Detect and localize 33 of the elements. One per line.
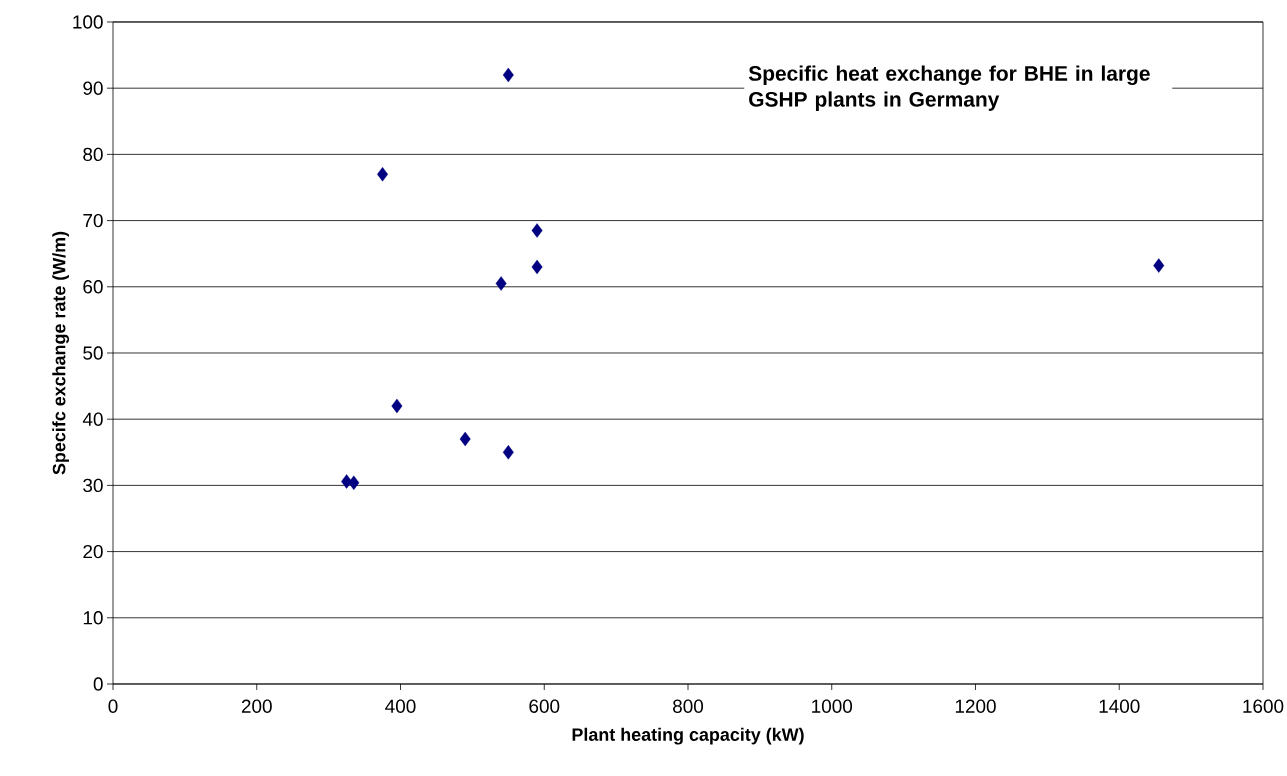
y-tick-label: 10 [83,611,103,625]
y-tick-label: 40 [82,412,103,426]
y-tick-label: 20 [83,544,103,559]
x-tick-label: 1400 [1099,699,1140,713]
point [495,276,507,291]
x-axis-title: Plant heating capacity (kW) [572,727,804,745]
x-tick-label: 600 [529,699,560,713]
point [531,259,543,275]
x-tick-label: 200 [241,699,272,713]
y-tick-label: 70 [83,213,103,228]
y-tick-label: 60 [83,280,103,294]
point [502,445,514,460]
text: Specific heat exchange for BHE in large GSHP plants in Germany [748,65,1150,111]
y-tick-label: 50 [83,346,103,360]
x-tick-label: 1600 [1243,699,1284,713]
y-tick-label: 100 [73,15,103,29]
x-tick-label: 400 [385,699,416,713]
point [348,475,360,490]
y-tick-label: 30 [83,478,103,493]
point [502,67,514,83]
y-axis-title: Specifc exchange rate (W/m) [52,231,70,475]
point [531,223,543,238]
y-tick-label: 0 [93,677,103,691]
x-tick-label: 800 [673,699,704,713]
x-tick-label: 1200 [955,699,996,713]
point [391,398,403,414]
y-tick-label: 80 [83,147,103,162]
point [377,167,388,182]
x-tick-label: 0 [108,699,118,713]
y-tick-label: 90 [83,81,103,95]
point [1153,258,1165,273]
point [459,431,471,447]
x-tick-label: 1000 [812,699,853,713]
